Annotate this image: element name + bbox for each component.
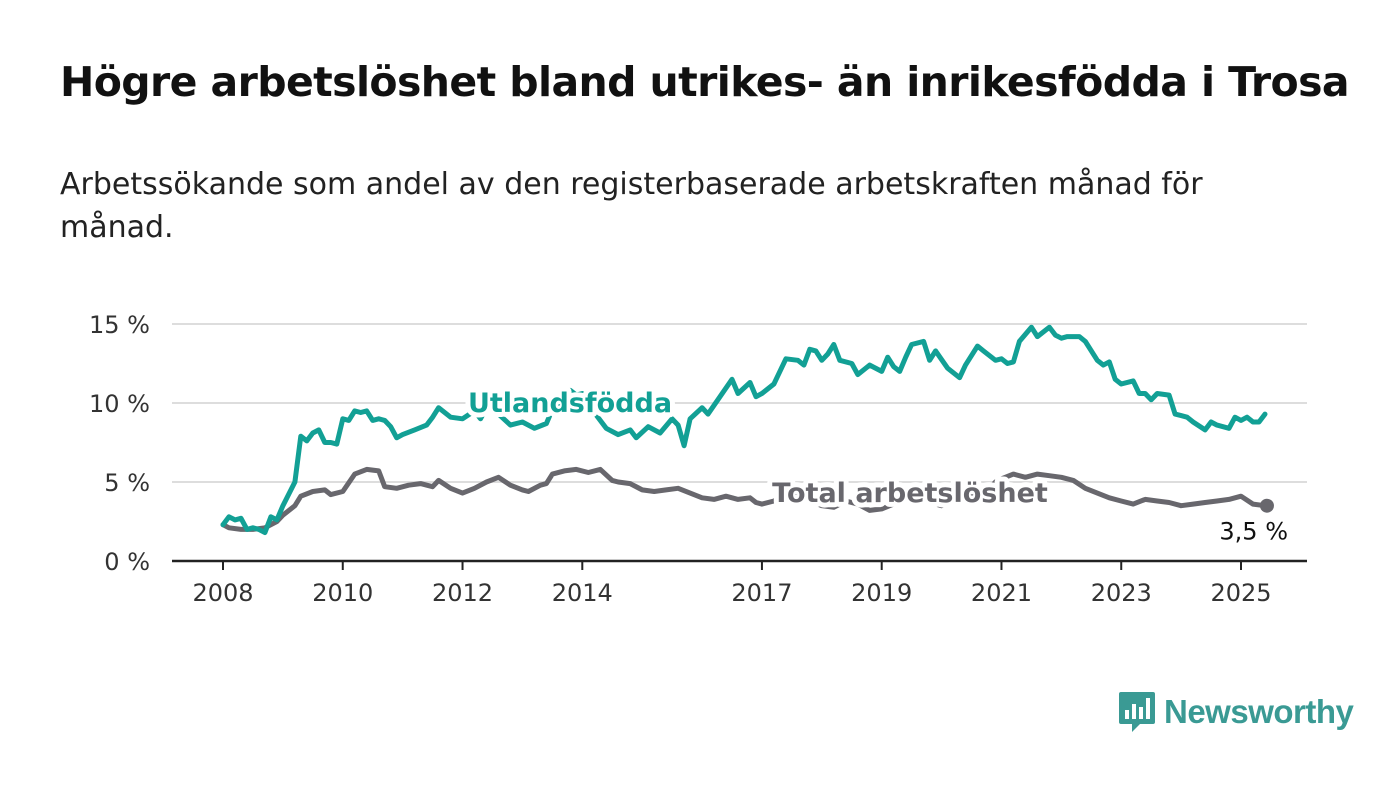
series-label-total-halo: Total arbetslöshet: [772, 478, 1048, 509]
bar-chart-speech-bubble-icon: [1119, 692, 1155, 732]
y-tick-label: 5 %: [104, 469, 150, 497]
y-tick-label: 15 %: [89, 311, 150, 339]
x-tick-label: 2008: [192, 579, 253, 607]
brand-name: Newsworthy: [1164, 693, 1354, 730]
series-lines: [220, 324, 1268, 536]
x-tick-label: 2012: [432, 579, 493, 607]
series-label-total: Total arbetslöshet: [772, 478, 1048, 509]
x-tick-label: 2023: [1091, 579, 1152, 607]
x-tick-label: 2014: [552, 579, 613, 607]
chart-title: Högre arbetslöshet bland utrikes- än inr…: [60, 58, 1350, 106]
line-chart: 0 %5 %10 %15 % 2008 2010 2012 2014 2017 2019 2…: [89, 311, 1307, 607]
x-tick-label: 2025: [1210, 579, 1271, 607]
x-tick-label: 2021: [971, 579, 1032, 607]
series-line-total: [220, 466, 1268, 532]
series-line-utlandsfodda: [220, 324, 1268, 536]
end-point-marker: [1259, 498, 1274, 513]
x-axis-ticks: 2008 2010 2012 2014 2017 2019 2021 2023 2025: [172, 559, 1307, 607]
x-tick-label: 2017: [731, 579, 792, 607]
x-tick-label: 2019: [851, 579, 912, 607]
newsworthy-logo: Newsworthy: [1118, 690, 1354, 734]
gridlines: [172, 323, 1307, 483]
y-tick-label: 10 %: [89, 390, 150, 418]
x-tick-label: 2010: [312, 579, 373, 607]
series-label-utlandsfodda: Utlandsfödda: [468, 388, 672, 419]
y-axis-ticks: 0 % 5 % 10 % 15 %: [89, 311, 150, 576]
end-value-label: 3,5 %: [1219, 518, 1288, 546]
series-label-utlandsfodda-halo: Utlandsfödda: [468, 388, 672, 419]
y-tick-label: 0 %: [104, 548, 150, 576]
chart-subtitle: Arbetssökande som andel av den registerb…: [60, 167, 1203, 245]
